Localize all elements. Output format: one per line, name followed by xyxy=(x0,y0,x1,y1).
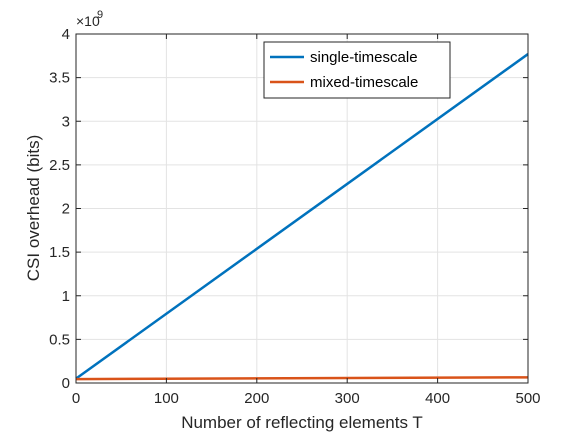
x-tick-label: 500 xyxy=(515,390,540,407)
x-tick-label: 400 xyxy=(425,390,450,407)
y-axis-title: CSI overhead (bits) xyxy=(24,135,43,281)
y-tick-label: 4 xyxy=(62,26,70,43)
y-tick-label: 3 xyxy=(62,113,70,130)
legend: single-timescale mixed-timescale xyxy=(263,41,451,99)
ticks: 0 100 200 300 400 500 0 0.5 1 1.5 2 2.5 3 3.5 4 xyxy=(49,26,540,407)
series-line-mixed-timescale xyxy=(75,376,529,381)
series-lines xyxy=(75,53,529,381)
y-tick-label: 2 xyxy=(62,201,70,218)
y-tick-label: 0 xyxy=(62,375,70,392)
x-tick-label: 300 xyxy=(335,390,360,407)
legend-label-single-timescale: single-timescale xyxy=(310,49,418,66)
x-axis-title: Number of reflecting elements T xyxy=(181,413,423,432)
x-tick-label: 200 xyxy=(244,390,269,407)
x-tick-label: 100 xyxy=(154,390,179,407)
x-tick-label: 0 xyxy=(72,390,80,407)
y-tick-label: 0.5 xyxy=(49,331,70,348)
y-tick-label: 2.5 xyxy=(49,157,70,174)
y-multiplier-base: ×10 xyxy=(76,13,100,29)
y-multiplier-exponent: 9 xyxy=(97,9,103,21)
y-tick-label: 1.5 xyxy=(49,244,70,261)
legend-label-mixed-timescale: mixed-timescale xyxy=(310,74,418,91)
y-tick-label: 3.5 xyxy=(49,70,70,87)
series-line-single-timescale xyxy=(75,53,529,380)
y-tick-label: 1 xyxy=(62,288,70,305)
legend-box xyxy=(263,41,451,99)
